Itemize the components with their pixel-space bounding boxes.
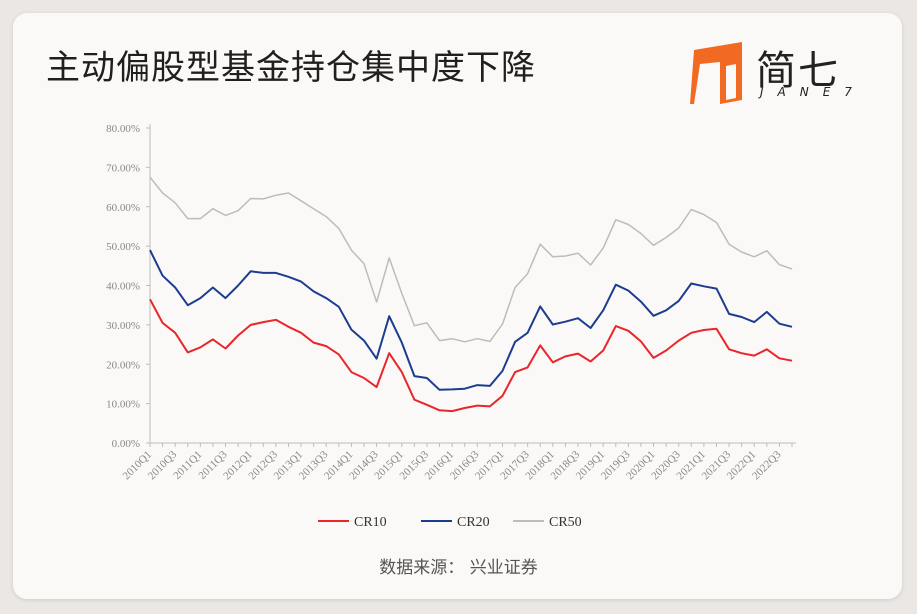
legend-label: CR10 (354, 515, 387, 530)
y-tick-label: 50.00% (106, 241, 140, 253)
x-tick-label: 2022Q3 (750, 448, 784, 482)
series-line-cr50 (149, 176, 793, 343)
y-tick-label: 70.00% (106, 162, 140, 174)
y-tick-label: 40.00% (106, 281, 140, 293)
source-note: 数据来源： 兴业证券 (379, 558, 538, 578)
legend-item-cr10: CR10 (318, 515, 387, 530)
legend-item-cr20: CR20 (421, 515, 490, 530)
y-tick-label: 30.00% (106, 320, 140, 332)
logo-text-en: JANE7 (760, 85, 866, 99)
y-tick-label: 80.00% (106, 123, 140, 135)
logo-text-cn: 简七 (756, 48, 840, 94)
brand-logo: 简七 JANE7 (690, 40, 870, 110)
y-tick-label: 20.00% (106, 359, 140, 371)
y-tick-label: 60.00% (106, 202, 140, 214)
legend-label: CR20 (457, 515, 490, 530)
y-tick-label: 10.00% (106, 399, 140, 411)
logo-mark-icon (690, 42, 742, 104)
y-tick-label: 0.00% (112, 438, 140, 450)
legend-label: CR50 (549, 515, 582, 530)
series-line-cr10 (149, 298, 793, 413)
legend-item-cr50: CR50 (513, 515, 582, 530)
series-line-cr20 (149, 249, 793, 391)
chart-card (13, 13, 902, 599)
page-title: 主动偏股型基金持仓集中度下降 (46, 48, 536, 88)
